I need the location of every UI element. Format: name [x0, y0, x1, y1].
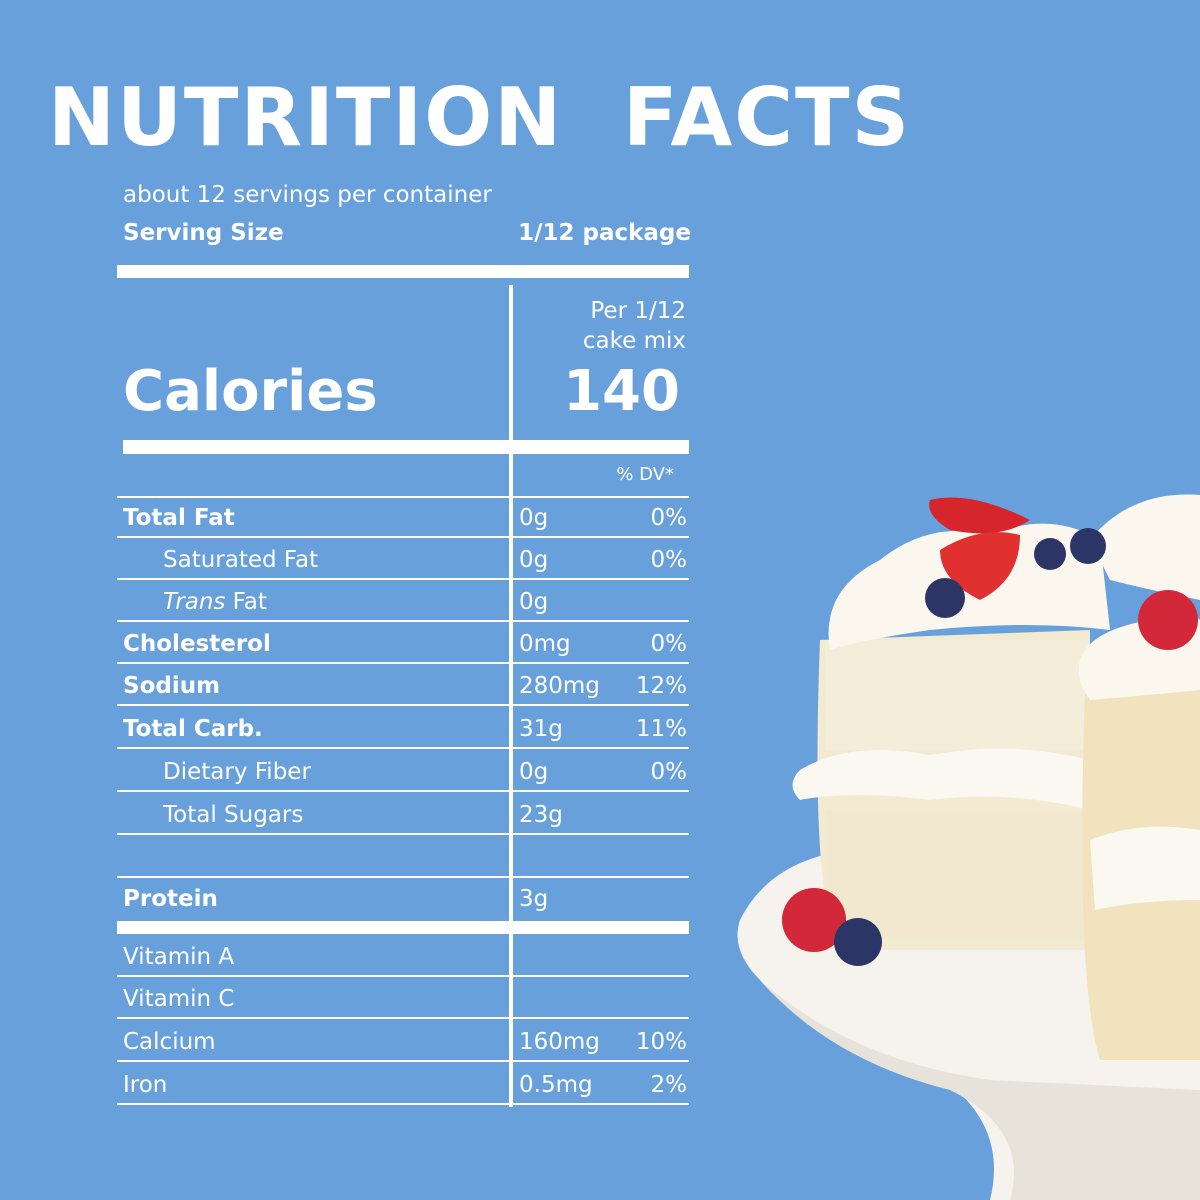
nutrient-amount: 0g — [519, 589, 549, 615]
vitamin-dv: 2% — [650, 1072, 688, 1098]
strawberry-icon — [940, 532, 1020, 600]
nutrient-row-sodium: Sodium 280mg 12% — [117, 666, 689, 706]
cake-image — [737, 494, 1200, 1200]
serving-size-row: Serving Size 1/12 package — [123, 222, 691, 245]
vitamin-amount: 0.5mg — [519, 1072, 593, 1098]
vitamin-row-calcium: Calcium 160mg 10% — [117, 1022, 689, 1062]
nutrient-row-total-fat: Total Fat 0g 0% — [117, 498, 689, 538]
nutrient-amount: 0g — [519, 759, 549, 785]
nutrient-amount: 0g — [519, 547, 549, 573]
servings-per-container: about 12 servings per container — [123, 182, 492, 208]
nutrient-name: Total Sugars — [163, 802, 304, 828]
vitamin-dv: 10% — [635, 1029, 687, 1055]
nutrient-amount: 3g — [519, 886, 549, 912]
nutrient-name: Cholesterol — [123, 631, 271, 657]
blueberry-icon — [834, 918, 882, 966]
nutrient-name: Trans Fat — [163, 582, 267, 622]
raspberry-icon — [1138, 590, 1198, 650]
column-divider — [509, 285, 513, 1107]
nutrient-amount: 0g — [519, 505, 549, 531]
vitamin-name: Vitamin C — [123, 986, 235, 1012]
calories-value: 140 — [563, 359, 680, 424]
raspberry-icon — [782, 888, 846, 952]
blueberry-icon — [1070, 528, 1106, 564]
nutrient-dv: 12% — [635, 673, 687, 699]
nutrient-row-total-carb: Total Carb. 31g 11% — [117, 709, 689, 749]
per-serving-label: Per 1/12 cake mix — [520, 296, 686, 356]
vitamin-amount: 160mg — [519, 1029, 600, 1055]
nutrient-dv: 0% — [650, 547, 688, 573]
nutrient-row-protein: Protein 3g — [117, 879, 689, 919]
daily-value-header: % DV* — [616, 464, 674, 485]
per-label-line2: cake mix — [582, 328, 686, 354]
nutrient-amount: 23g — [519, 802, 563, 828]
nutrient-amount: 0mg — [519, 631, 571, 657]
nutrient-row-dietary-fiber: Dietary Fiber 0g 0% — [117, 752, 689, 792]
empty-row — [117, 838, 689, 878]
cake-filling-middle — [792, 748, 1090, 810]
cake-front-filling — [1090, 826, 1200, 910]
calories-divider — [123, 440, 689, 454]
trans-fat-rest: Fat — [225, 589, 267, 615]
blueberry-icon — [1034, 538, 1066, 570]
top-thick-divider — [117, 265, 689, 278]
nutrient-amount: 31g — [519, 716, 563, 742]
nutrient-name: Saturated Fat — [163, 547, 319, 573]
per-label-line1: Per 1/12 — [590, 298, 686, 324]
cake-stand-shadow — [760, 980, 1200, 1200]
vitamin-name: Vitamin A — [123, 944, 235, 970]
cake-crumb-bottom — [825, 810, 1090, 940]
dv-header-divider — [117, 496, 689, 498]
calories-label: Calories — [123, 359, 378, 424]
vitamin-row-iron: Iron 0.5mg 2% — [117, 1065, 689, 1105]
nutrient-dv: 0% — [650, 759, 688, 785]
nutrient-amount: 280mg — [519, 673, 600, 699]
protein-divider — [117, 921, 689, 934]
blueberry-icon — [925, 578, 965, 618]
nutrient-row-cholesterol: Cholesterol 0mg 0% — [117, 624, 689, 664]
cake-crumb-top — [825, 640, 1090, 750]
strawberry-icon — [929, 497, 1030, 534]
vitamin-row-c: Vitamin C — [117, 979, 689, 1019]
nutrient-row-trans-fat: Trans Fat 0g — [117, 582, 689, 622]
nutrient-name: Protein — [123, 886, 218, 912]
nutrient-name: Dietary Fiber — [163, 759, 311, 785]
nutrient-dv: 0% — [650, 631, 688, 657]
serving-size-label: Serving Size — [123, 220, 284, 246]
nutrient-name: Total Fat — [123, 505, 235, 531]
vitamin-name: Calcium — [123, 1029, 216, 1055]
serving-size-value: 1/12 package — [518, 220, 691, 246]
trans-italic: Trans — [163, 589, 226, 615]
vitamin-name: Iron — [123, 1072, 168, 1098]
vitamin-row-a: Vitamin A — [117, 937, 689, 977]
nutrient-row-total-sugars: Total Sugars 23g — [117, 795, 689, 835]
nutrient-row-saturated-fat: Saturated Fat 0g 0% — [117, 540, 689, 580]
nutrient-name: Total Carb. — [123, 716, 263, 742]
page-title: NUTRITION FACTS — [48, 71, 912, 164]
nutrient-dv: 11% — [635, 716, 687, 742]
cake-frosting-swirl — [1090, 494, 1200, 600]
nutrient-name: Sodium — [123, 673, 221, 699]
nutrient-dv: 0% — [650, 505, 688, 531]
